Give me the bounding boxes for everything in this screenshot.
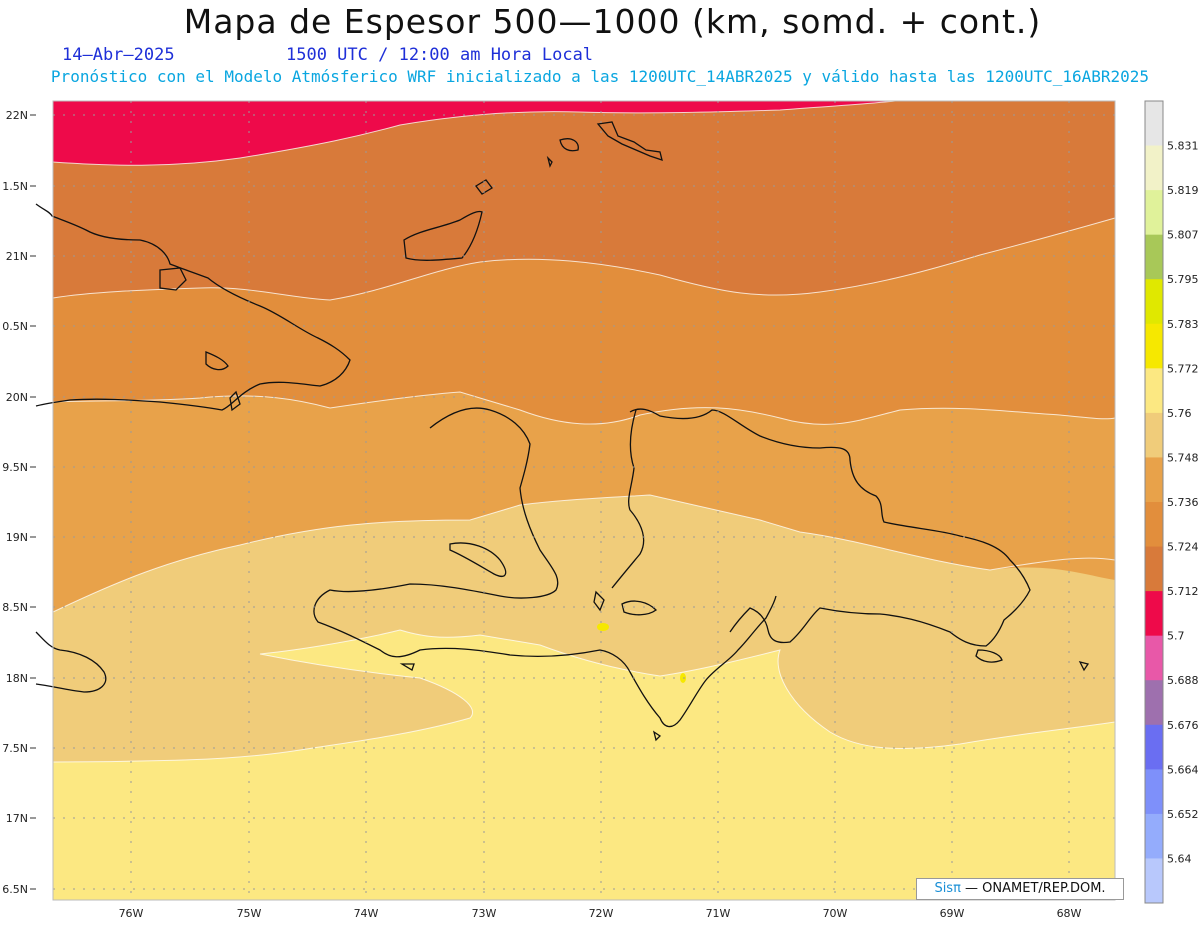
band-5736-5748 xyxy=(53,392,1115,612)
colorbar: 5.831 5.819 5.807 5.795 5.783 5.772 5.76 5.748 5… xyxy=(1144,100,1199,904)
island-outline xyxy=(205,351,229,371)
colorbar-label: 5.748 xyxy=(1167,451,1199,464)
colorbar-swatch xyxy=(1145,145,1163,191)
graticule xyxy=(53,101,1115,900)
lon-label: 71W xyxy=(706,907,731,920)
band-5712-5724 xyxy=(53,101,1115,300)
colorbar-label: 5.76 xyxy=(1167,407,1192,420)
colorbar-swatch xyxy=(1145,412,1163,458)
colorbar-label: 5.688 xyxy=(1167,674,1199,687)
colorbar-swatch xyxy=(1145,368,1163,414)
lon-label: 69W xyxy=(940,907,965,920)
colorbar-swatch xyxy=(1145,101,1163,147)
colorbar-swatch xyxy=(1145,190,1163,236)
colorbar-label: 5.807 xyxy=(1167,229,1199,242)
lat-label: 20N xyxy=(6,391,28,404)
colorbar-label: 5.652 xyxy=(1167,808,1199,821)
colorbar-swatch xyxy=(1145,769,1163,815)
colorbar-swatch xyxy=(1145,279,1163,325)
colorbar-label: 5.831 xyxy=(1167,140,1199,153)
island-outline xyxy=(449,542,507,577)
lat-label: 19N xyxy=(6,531,28,544)
lon-label: 75W xyxy=(237,907,262,920)
island-outline xyxy=(596,121,663,161)
colorbar-swatch xyxy=(1145,724,1163,770)
coastlines xyxy=(35,121,1090,742)
time-label: 1500 UTC / 12:00 am Hora Local xyxy=(286,45,594,65)
hispaniola-east-coast xyxy=(629,408,1031,647)
island-outline xyxy=(652,730,662,742)
lat-label: 21N xyxy=(6,250,28,263)
lat-label: 18N xyxy=(6,672,28,685)
band-5772-5783-spot xyxy=(597,623,609,631)
colorbar-label: 5.724 xyxy=(1167,541,1199,554)
colorbar-label: 5.795 xyxy=(1167,273,1199,286)
colorbar-label: 5.783 xyxy=(1167,318,1199,331)
lat-ticks xyxy=(30,114,36,890)
island-outline xyxy=(475,179,493,195)
island-outline xyxy=(399,663,415,671)
lon-label: 74W xyxy=(354,907,379,920)
colorbar-swatch xyxy=(1145,591,1163,637)
map-frame xyxy=(52,100,1116,901)
island-outline xyxy=(546,155,553,168)
lat-label: 1.5N xyxy=(2,180,28,193)
colorbar-swatch xyxy=(1145,635,1163,681)
lat-label: 0.5N xyxy=(2,320,28,333)
colorbar-label: 5.664 xyxy=(1167,763,1199,776)
lat-label: 9.5N xyxy=(2,461,28,474)
sispi-logo: Sisπ xyxy=(934,881,961,896)
lon-label: 72W xyxy=(589,907,614,920)
haiti-dr-border xyxy=(611,409,645,589)
band-5724-5736 xyxy=(53,218,1115,425)
hispaniola-coast xyxy=(313,407,777,728)
lat-label: 8.5N xyxy=(2,601,28,614)
island-outline xyxy=(975,649,1003,663)
colorbar-label: 5.64 xyxy=(1167,852,1192,865)
cuba-coast xyxy=(35,203,351,411)
lon-label: 68W xyxy=(1057,907,1082,920)
colorbar-label: 5.7 xyxy=(1167,630,1185,643)
colorbar-label: 5.772 xyxy=(1167,362,1199,375)
chart-title: Mapa de Espesor 500—1000 (km, somd. + co… xyxy=(183,2,1042,41)
lon-label: 73W xyxy=(472,907,497,920)
colorbar-swatch xyxy=(1145,457,1163,503)
colorbar-label: 5.819 xyxy=(1167,184,1199,197)
lon-label: 70W xyxy=(823,907,848,920)
island-outline xyxy=(229,390,241,412)
jamaica-coast xyxy=(35,631,107,693)
band-5748-5760 xyxy=(53,495,1115,762)
lon-axis: 76W 75W 74W 73W 72W 71W 70W 69W 68W xyxy=(119,907,1082,920)
model-description: Pronóstico con el Modelo Atmósferico WRF… xyxy=(50,67,1150,86)
colorbar-swatch xyxy=(1145,323,1163,369)
credit-box: Sisπ — ONAMET/REP.DOM. xyxy=(916,878,1124,900)
colorbar-label: 5.736 xyxy=(1167,496,1199,509)
lat-label: 7.5N xyxy=(2,742,28,755)
colorbar-swatch xyxy=(1145,813,1163,859)
colorbar-label: 5.712 xyxy=(1167,585,1199,598)
lon-label: 76W xyxy=(119,907,144,920)
colorbar-label: 5.676 xyxy=(1167,719,1199,732)
colorbar-frame xyxy=(1144,100,1164,904)
island-outline xyxy=(593,590,605,612)
lat-axis: 22N 1.5N 21N 0.5N 20N 9.5N 19N 8.5N 18N … xyxy=(2,109,28,896)
colorbar-swatch xyxy=(1145,234,1163,280)
date-label: 14—Abr—2025 xyxy=(62,45,175,65)
colorbar-swatch xyxy=(1145,546,1163,592)
island-outline xyxy=(559,138,579,152)
colorbar-swatch xyxy=(1145,502,1163,548)
band-5700-5712 xyxy=(53,101,895,166)
island-outline xyxy=(159,267,187,291)
thickness-bands xyxy=(52,100,1116,900)
lat-label: 17N xyxy=(6,812,28,825)
island-outline xyxy=(403,210,483,261)
credit-text: — ONAMET/REP.DOM. xyxy=(960,881,1106,896)
island-outline xyxy=(621,600,657,616)
island-outline xyxy=(1078,661,1090,672)
lat-label: 6.5N xyxy=(2,883,28,896)
colorbar-swatch xyxy=(1145,680,1163,726)
colorbar-swatch xyxy=(1145,858,1163,904)
lat-label: 22N xyxy=(6,109,28,122)
